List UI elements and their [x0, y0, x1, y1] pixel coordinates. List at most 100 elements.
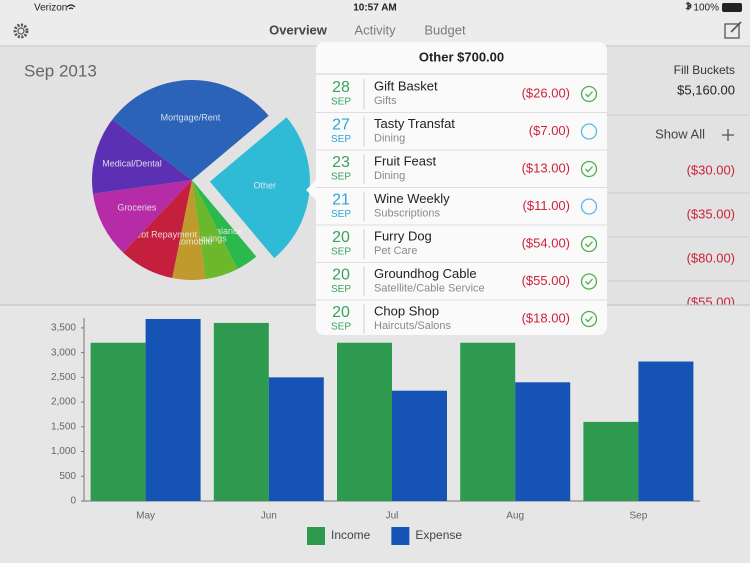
- y-tick-label: 1,500: [51, 421, 76, 432]
- x-tick-label: Aug: [506, 511, 524, 522]
- txn-category: Dining: [374, 132, 405, 144]
- pie-slice[interactable]: [172, 180, 206, 280]
- y-tick-label: 0: [70, 496, 76, 507]
- txn-name[interactable]: Fruit Feast: [374, 153, 437, 168]
- txn-day: 28: [332, 79, 350, 96]
- bar[interactable]: [515, 382, 571, 501]
- settings-button[interactable]: [13, 23, 29, 39]
- txn-category: Dining: [374, 170, 405, 182]
- check-mark: [585, 278, 593, 285]
- gear-hub[interactable]: [17, 27, 25, 35]
- txn-month: SEP: [331, 322, 351, 333]
- y-tick-label: 500: [59, 471, 76, 482]
- txn-amount: ($18.00): [522, 310, 570, 325]
- bar[interactable]: [583, 421, 639, 501]
- bar[interactable]: [213, 322, 269, 501]
- check-mark: [585, 316, 593, 323]
- slice-label: Other: [253, 181, 276, 191]
- uncleared-toggle[interactable]: [580, 123, 598, 140]
- txn-name[interactable]: Furry Dog: [374, 228, 432, 243]
- pie-slice[interactable]: [92, 180, 192, 253]
- txn-month: SEP: [331, 134, 351, 145]
- pie-slice[interactable]: [209, 117, 310, 259]
- x-tick-label: Sep: [630, 511, 648, 522]
- nav-tab[interactable]: Budget: [424, 22, 466, 37]
- wifi-icon: [66, 4, 76, 10]
- txn-category: Subscriptions: [374, 207, 441, 219]
- legend-swatch: [307, 527, 325, 545]
- txn-category: Satellite/Cable Service: [374, 282, 485, 294]
- txn-amount: ($54.00): [522, 235, 570, 250]
- txn-name[interactable]: Groundhog Cable: [374, 266, 477, 281]
- cleared-toggle[interactable]: [580, 160, 598, 178]
- slice-label: Groceries: [117, 203, 157, 213]
- bar-chart: 0 500 1,000 1,500 2,000 2,500 3,000 3,500 May Jun…: [0, 304, 750, 563]
- txn-category: Gifts: [374, 95, 397, 107]
- bucket-amount: ($35.00): [687, 206, 735, 221]
- txn-amount: ($55.00): [522, 273, 570, 288]
- slice-label: Balance: [210, 226, 243, 236]
- txn-month: SEP: [331, 284, 351, 295]
- nav-tab[interactable]: Overview: [269, 22, 328, 37]
- x-tick-label: Jun: [261, 511, 277, 522]
- overview-panel: Verizon 10:57 AM 100% Sep 2013 Fill Buck…: [0, 0, 750, 326]
- fill-buckets-label[interactable]: Fill Buckets: [674, 63, 735, 77]
- pie-slice[interactable]: [91, 119, 192, 194]
- bar[interactable]: [90, 342, 146, 501]
- compose-pen[interactable]: [730, 21, 742, 33]
- bar[interactable]: [638, 361, 694, 501]
- txn-day: 20: [332, 304, 350, 321]
- pie-slice[interactable]: [123, 180, 192, 279]
- txn-category: Pet Care: [374, 245, 417, 257]
- cleared-toggle[interactable]: [580, 85, 598, 103]
- pie-slice[interactable]: [192, 180, 238, 280]
- bar[interactable]: [145, 318, 201, 501]
- compose-button[interactable]: [724, 21, 742, 39]
- legend-label: Income: [331, 528, 371, 542]
- slice-label: Savings: [195, 234, 228, 244]
- cleared-toggle[interactable]: [580, 273, 598, 290]
- bar[interactable]: [268, 377, 324, 501]
- txn-category: Haircuts/Salons: [374, 320, 452, 332]
- y-tick-label: 3,000: [51, 347, 76, 358]
- compose-icon[interactable]: [724, 23, 740, 39]
- gear-icon[interactable]: [13, 23, 29, 39]
- txn-month: SEP: [331, 172, 351, 183]
- show-all-button[interactable]: Show All: [655, 126, 705, 141]
- slice-label: Mortgage/Rent: [161, 112, 221, 122]
- txn-name[interactable]: Tasty Transfat: [374, 116, 455, 131]
- txn-month: SEP: [331, 97, 351, 108]
- slice-label: Automobile: [168, 236, 213, 246]
- slice-label: Medical/Dental: [102, 159, 162, 169]
- slice-label: Debt Repayment: [130, 229, 198, 239]
- txn-amount: ($7.00): [529, 123, 570, 138]
- txn-day: 21: [332, 192, 350, 209]
- pie-slice[interactable]: [112, 80, 269, 180]
- battery-level: 100%: [693, 3, 719, 14]
- add-button[interactable]: [722, 129, 734, 141]
- y-tick-label: 2,500: [51, 372, 76, 383]
- bar[interactable]: [337, 342, 392, 501]
- txn-day: 27: [332, 117, 350, 134]
- cleared-toggle[interactable]: [580, 235, 598, 253]
- txn-amount: ($13.00): [522, 160, 570, 175]
- popup-title: Other $700.00: [419, 49, 504, 64]
- txn-name[interactable]: Wine Weekly: [374, 191, 450, 206]
- bar[interactable]: [392, 390, 447, 501]
- txn-month: SEP: [331, 247, 351, 258]
- txn-amount: ($11.00): [523, 198, 570, 213]
- txn-name[interactable]: Gift Basket: [374, 78, 438, 93]
- uncleared-toggle[interactable]: [580, 198, 598, 215]
- legend-label: Expense: [415, 528, 462, 542]
- txn-name[interactable]: Chop Shop: [374, 303, 439, 318]
- bar[interactable]: [460, 342, 516, 501]
- pie-slice[interactable]: [192, 180, 257, 269]
- check-mark: [585, 241, 593, 248]
- nav-tab[interactable]: Activity: [354, 22, 396, 37]
- cleared-toggle[interactable]: [580, 310, 598, 328]
- y-tick-label: 1,000: [51, 446, 76, 457]
- bucket-list: ($30.00)($35.00)($80.00)($55.00): [607, 162, 750, 326]
